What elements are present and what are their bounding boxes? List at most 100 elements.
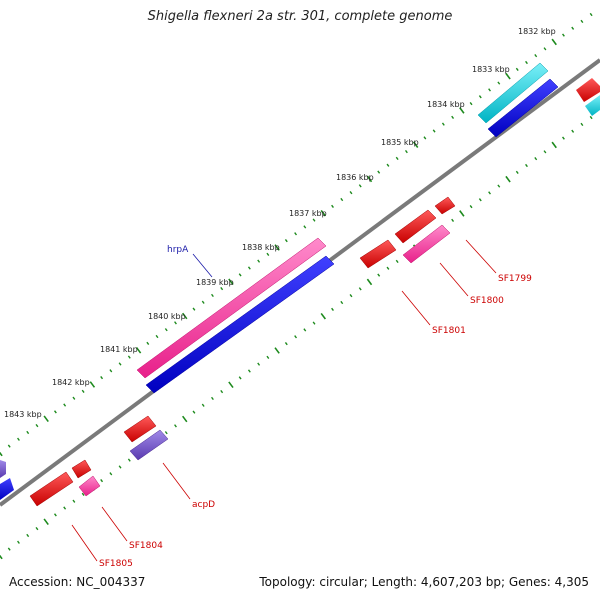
gene-pink[interactable] [402, 224, 451, 264]
scale-tick [478, 95, 482, 99]
scale-tick [26, 430, 30, 435]
gene-blue[interactable] [487, 78, 559, 138]
scale-tick [441, 122, 445, 126]
scale-label: 1833 kbp [472, 65, 510, 74]
scale-tick [589, 12, 593, 17]
scale-tick [505, 175, 511, 183]
scale-tick [312, 218, 316, 222]
scale-tick [331, 204, 334, 208]
gene-label-SF1805[interactable]: SF1805 [99, 559, 133, 569]
scale-label: 1842 kbp [52, 378, 90, 387]
scale-tick [35, 526, 39, 531]
SF1804-leader [101, 506, 128, 542]
scale-tick [127, 355, 131, 359]
gene-cyan[interactable] [477, 62, 549, 124]
gene-red[interactable] [359, 239, 397, 269]
scale-tick [146, 341, 150, 346]
scale-tick [238, 273, 242, 277]
scale-tick [515, 67, 519, 71]
scale-tick [459, 107, 465, 114]
gene-red[interactable] [394, 209, 437, 244]
scale-tick [220, 389, 224, 394]
scale-tick [451, 115, 455, 119]
scale-tick [109, 369, 113, 373]
scale-tick [220, 286, 224, 291]
gene-label-SF1799[interactable]: SF1799 [498, 274, 532, 284]
scale-tick [63, 403, 67, 407]
scale-tick [81, 389, 85, 393]
scale-tick [109, 472, 113, 476]
scale-tick [303, 225, 307, 229]
gene-label-SF1801[interactable]: SF1801 [432, 326, 466, 336]
genome-title: Shigella flexneri 2a str. 301, complete … [147, 9, 453, 24]
gene-blue-fragment[interactable] [0, 478, 14, 500]
scale-tick [266, 355, 270, 359]
scale-tick [497, 184, 501, 188]
gene-label-acpD[interactable]: acpD [192, 500, 215, 510]
gene-SF1804[interactable] [78, 475, 101, 497]
gene-SF1805[interactable] [29, 471, 74, 507]
scale-tick [257, 362, 261, 366]
scale-tick [284, 239, 288, 243]
SF1799-leader [465, 239, 497, 274]
scale-tick [266, 252, 270, 256]
scale-label: 1843 kbp [4, 410, 42, 419]
scale-tick [247, 266, 251, 270]
scale-tick [505, 72, 511, 80]
scale-tick [63, 506, 67, 510]
scale-tick [469, 101, 473, 106]
scale-tick [72, 499, 76, 503]
scale-tick [164, 431, 168, 435]
scale-tick [478, 198, 482, 202]
scale-tick [366, 175, 373, 183]
gene-red[interactable] [71, 459, 92, 479]
gene-label-SF1804[interactable]: SF1804 [129, 541, 163, 551]
scale-tick [155, 334, 159, 339]
scale-tick [404, 149, 408, 154]
scale-label: 1839 kbp [196, 278, 234, 287]
scale-tick [210, 396, 214, 401]
scale-tick [7, 444, 11, 448]
gene-red[interactable] [434, 196, 456, 215]
scale-tick [228, 278, 234, 286]
SF1800-leader [439, 262, 469, 297]
reverse-strand-genes [29, 196, 456, 507]
gene-label-hrpA[interactable]: hrpA [167, 245, 189, 255]
scale-tick [174, 424, 177, 428]
scale-tick [580, 122, 584, 127]
gene-red-fragment[interactable] [576, 78, 600, 102]
gene-purple-fragment[interactable] [0, 460, 6, 478]
scale-tick [257, 259, 261, 263]
gene-purple[interactable] [129, 429, 169, 461]
scale-tick [192, 410, 196, 414]
gene-cyan-fragment[interactable] [585, 95, 600, 116]
scale-tick [53, 410, 57, 414]
scale-tick [247, 369, 251, 373]
label-leaders [71, 239, 497, 562]
scale-tick [395, 259, 399, 264]
scale-tick [340, 300, 344, 305]
gene-hrpA[interactable] [136, 237, 327, 379]
scale-tick [366, 278, 373, 286]
scale-tick [210, 293, 214, 298]
scale-tick [525, 163, 528, 168]
scale-tick [423, 136, 427, 140]
scale-tick [53, 513, 57, 517]
scale-tick [100, 479, 104, 483]
scale-tick [340, 197, 344, 202]
scale-tick [589, 115, 593, 120]
scale-tick [135, 346, 142, 354]
scale-label: 1840 kbp [148, 312, 186, 321]
scale-tick [386, 163, 390, 167]
scale-label: 1841 kbp [100, 345, 138, 354]
scale-label: 1835 kbp [381, 138, 419, 147]
gene-acpD[interactable] [123, 415, 157, 443]
scale-tick [451, 218, 455, 222]
gene-blue[interactable] [145, 255, 335, 394]
acpD-leader [162, 462, 191, 500]
gene-label-SF1800[interactable]: SF1800 [470, 296, 504, 306]
scale-tick [358, 287, 362, 291]
scale-tick [7, 547, 11, 551]
scale-tick [118, 465, 122, 469]
scale-tick [331, 307, 334, 311]
